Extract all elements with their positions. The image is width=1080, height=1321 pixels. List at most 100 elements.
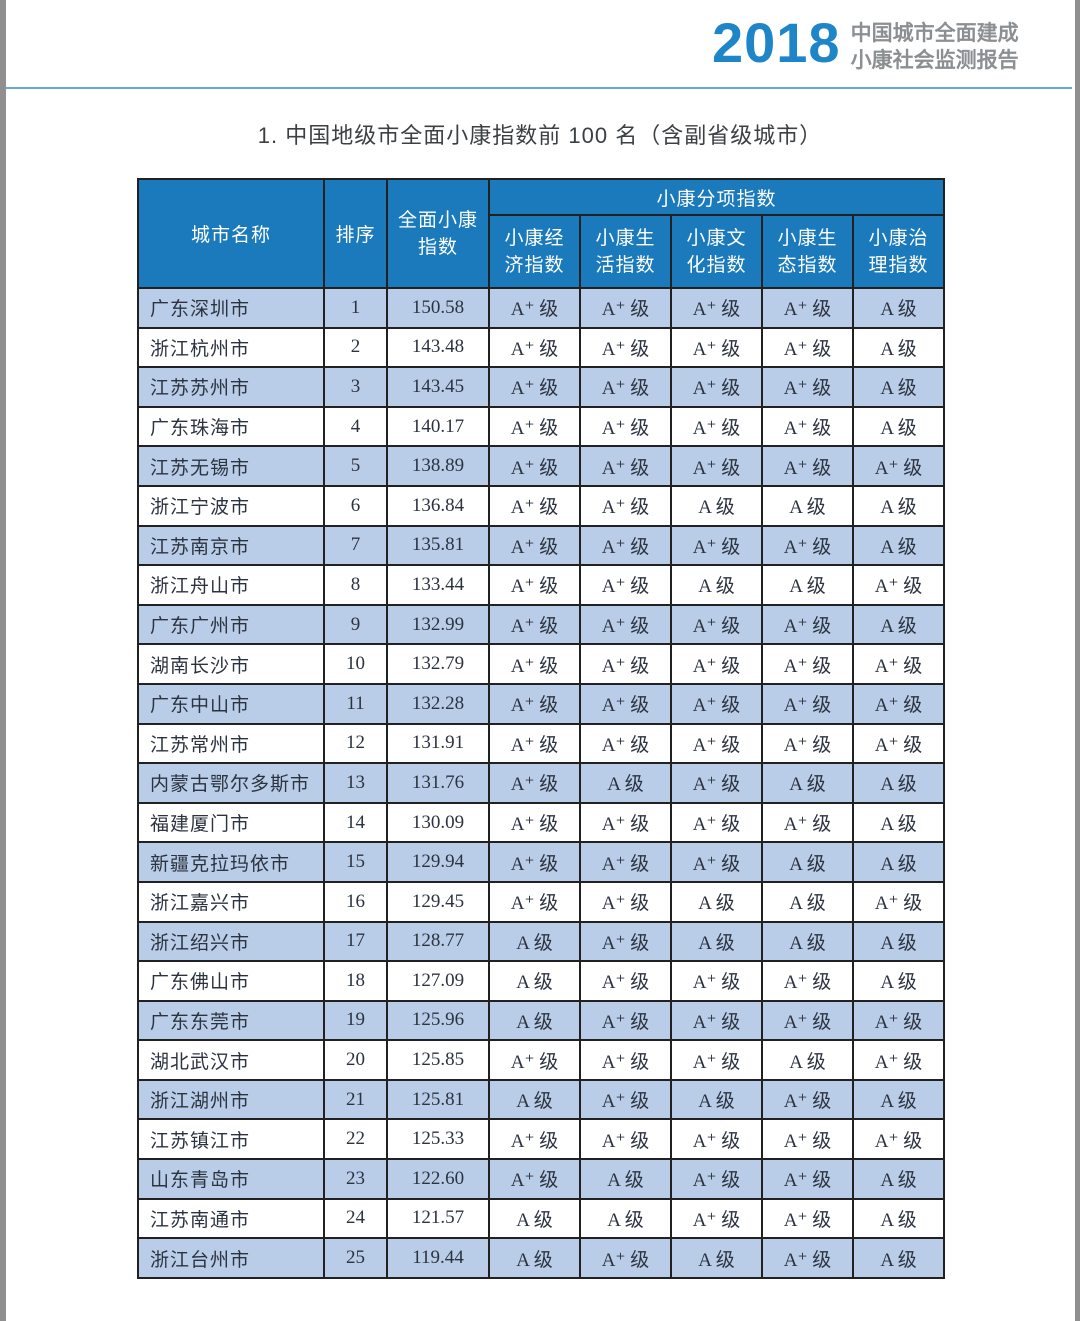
grade-economy-cell: A⁺ 级 [488,682,581,725]
grade-ecology-cell: A⁺ 级 [761,287,854,329]
grade-governance-cell: A 级 [851,405,946,448]
grade-ecology-cell: A 级 [761,762,854,804]
grade-economy-cell: A⁺ 级 [488,1039,581,1081]
city-cell: 湖北武汉市 [137,1039,325,1081]
rank-cell: 19 [323,999,388,1042]
grade-economy-cell: A⁺ 级 [488,603,581,646]
grade-governance-cell: A⁺ 级 [851,999,946,1042]
city-cell: 浙江湖州市 [137,1078,325,1121]
city-cell: 江苏苏州市 [137,366,325,408]
rank-cell: 2 [323,326,388,369]
grade-economy-cell: A⁺ 级 [488,841,581,883]
index-cell: 132.79 [386,643,490,685]
grade-economy-cell: A 级 [488,1078,581,1121]
grade-ecology-cell: A⁺ 级 [761,326,854,369]
grade-culture-cell: A⁺ 级 [670,682,763,725]
city-cell: 江苏无锡市 [137,445,325,487]
index-cell: 125.96 [386,999,490,1042]
grade-culture-cell: A 级 [670,880,763,923]
grade-ecology-cell: A 级 [761,920,854,963]
grade-life-cell: A⁺ 级 [579,1078,672,1121]
city-cell: 广东深圳市 [137,287,325,329]
grade-governance-cell: A 级 [851,1197,946,1240]
grade-culture-cell: A⁺ 级 [670,999,763,1042]
grade-culture-cell: A⁺ 级 [670,603,763,646]
grade-ecology-cell: A⁺ 级 [761,682,854,725]
grade-life-cell: A⁺ 级 [579,287,672,329]
grade-life-cell: A⁺ 级 [579,603,672,646]
grade-life-cell: A⁺ 级 [579,484,672,527]
city-cell: 山东青岛市 [137,1158,325,1200]
grade-economy-cell: A⁺ 级 [488,1118,581,1161]
grade-governance-cell: A 级 [851,960,946,1002]
grade-life-cell: A⁺ 级 [579,366,672,408]
grade-governance-cell: A⁺ 级 [851,445,946,487]
grade-governance-cell: A⁺ 级 [851,564,946,606]
grade-governance-cell: A⁺ 级 [851,1118,946,1161]
grade-life-cell: A⁺ 级 [579,326,672,369]
grade-life-cell: A⁺ 级 [579,841,672,883]
page-left-edge [0,0,6,1321]
header-overall-index: 全面小康 指数 [386,178,490,289]
grade-governance-cell: A 级 [851,524,946,567]
grade-ecology-cell: A⁺ 级 [761,1078,854,1121]
grade-economy-cell: A 级 [488,920,581,963]
index-cell: 125.85 [386,1039,490,1081]
index-cell: 119.44 [386,1237,490,1279]
grade-economy-cell: A⁺ 级 [488,445,581,487]
rank-cell: 22 [323,1118,388,1161]
rank-cell: 7 [323,524,388,567]
grade-economy-cell: A⁺ 级 [488,762,581,804]
report-subtitle-line2: 小康社会监测报告 [850,49,1019,72]
rank-cell: 1 [323,287,388,329]
rank-cell: 3 [323,366,388,408]
grade-governance-cell: A 级 [851,287,946,329]
grade-culture-cell: A⁺ 级 [670,762,763,804]
grade-governance-cell: A⁺ 级 [851,722,946,765]
grade-governance-cell: A 级 [851,1158,946,1200]
rank-cell: 17 [323,920,388,963]
header-rank: 排序 [323,178,388,289]
index-cell: 138.89 [386,445,490,487]
index-cell: 133.44 [386,564,490,606]
index-cell: 131.76 [386,762,490,804]
rank-cell: 23 [323,1158,388,1200]
grade-culture-cell: A⁺ 级 [670,445,763,487]
rank-cell: 20 [323,1039,388,1081]
grade-governance-cell: A 级 [851,1237,946,1279]
grade-life-cell: A⁺ 级 [579,880,672,923]
rank-cell: 11 [323,682,388,725]
grade-culture-cell: A 级 [670,1237,763,1279]
table-header: 城市名称 排序 全面小康 指数 小康分项指数 小康经 济指数 小康生 活指数 小康文… [137,178,946,289]
grade-culture-cell: A 级 [670,564,763,606]
grade-culture-cell: A⁺ 级 [670,722,763,765]
grade-economy-cell: A 级 [488,1237,581,1279]
grade-ecology-cell: A⁺ 级 [761,801,854,844]
report-header: 2018 中国城市全面建成 小康社会监测报告 [712,12,1019,74]
grade-governance-cell: A 级 [851,801,946,844]
grade-culture-cell: A⁺ 级 [670,1158,763,1200]
grade-ecology-cell: A 级 [761,484,854,527]
grade-culture-cell: A⁺ 级 [670,524,763,567]
index-cell: 130.09 [386,801,490,844]
grade-culture-cell: A⁺ 级 [670,405,763,448]
rank-cell: 24 [323,1197,388,1240]
city-cell: 内蒙古鄂尔多斯市 [137,762,325,804]
grade-economy-cell: A⁺ 级 [488,801,581,844]
grade-life-cell: A⁺ 级 [579,445,672,487]
grade-life-cell: A⁺ 级 [579,999,672,1042]
rank-cell: 5 [323,445,388,487]
grade-life-cell: A⁺ 级 [579,405,672,448]
grade-life-cell: A⁺ 级 [579,801,672,844]
index-cell: 132.99 [386,603,490,646]
grade-culture-cell: A⁺ 级 [670,366,763,408]
